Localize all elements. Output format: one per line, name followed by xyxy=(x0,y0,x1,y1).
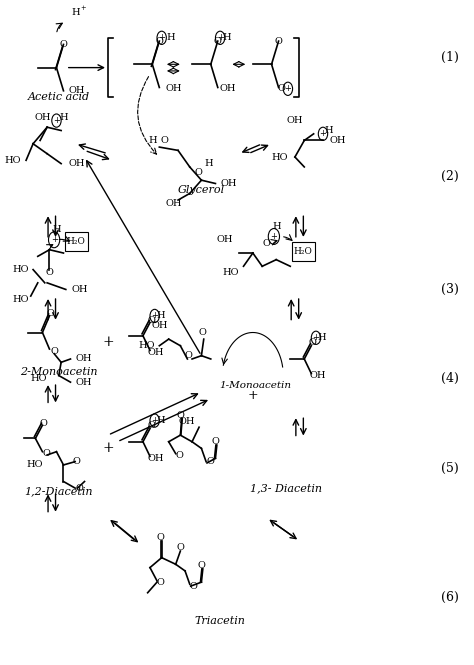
Text: +: + xyxy=(151,311,158,321)
Text: H: H xyxy=(52,225,61,234)
Text: O: O xyxy=(39,420,47,428)
Text: O: O xyxy=(76,483,84,493)
Text: +: + xyxy=(51,235,57,244)
Text: O: O xyxy=(155,37,163,46)
Text: 2-Monoacetin: 2-Monoacetin xyxy=(20,367,98,377)
Text: O: O xyxy=(147,316,155,325)
Text: OH: OH xyxy=(72,285,88,294)
FancyBboxPatch shape xyxy=(65,232,88,251)
Text: H: H xyxy=(204,159,213,168)
Text: +: + xyxy=(102,442,114,456)
Text: O: O xyxy=(263,239,271,247)
Text: H: H xyxy=(222,33,231,43)
Text: O: O xyxy=(175,450,183,460)
Text: (1): (1) xyxy=(441,51,458,65)
Text: (6): (6) xyxy=(441,591,458,604)
Text: HO: HO xyxy=(12,295,28,304)
Text: Triacetin: Triacetin xyxy=(195,616,246,626)
Text: H: H xyxy=(59,113,68,122)
Text: O: O xyxy=(184,351,192,360)
Text: +: + xyxy=(158,33,165,43)
Text: O: O xyxy=(176,411,184,420)
Text: H₂O: H₂O xyxy=(67,237,85,245)
Text: HO: HO xyxy=(5,156,21,165)
Text: +: + xyxy=(53,116,60,125)
Text: O: O xyxy=(195,168,202,177)
Text: O: O xyxy=(278,84,286,93)
Text: H$^+$: H$^+$ xyxy=(72,5,88,18)
Text: O: O xyxy=(47,309,55,319)
Text: O: O xyxy=(156,533,164,542)
Text: OH: OH xyxy=(75,378,91,386)
Text: OH: OH xyxy=(148,348,164,357)
Text: +: + xyxy=(151,416,158,425)
Text: +: + xyxy=(247,389,258,402)
Text: 1,2-Diacetin: 1,2-Diacetin xyxy=(25,486,93,497)
Text: O: O xyxy=(50,346,58,356)
Text: O: O xyxy=(176,543,184,552)
Text: O: O xyxy=(198,561,205,570)
Text: +: + xyxy=(271,232,277,241)
Text: H: H xyxy=(166,33,175,43)
Text: (2): (2) xyxy=(441,170,458,184)
Text: O: O xyxy=(72,457,80,466)
Text: O: O xyxy=(147,421,155,430)
Text: HO: HO xyxy=(31,374,47,383)
Text: OH: OH xyxy=(34,113,51,122)
Text: Glycerol: Glycerol xyxy=(178,185,225,195)
Text: O: O xyxy=(199,328,207,337)
Text: H: H xyxy=(156,416,165,425)
Text: O: O xyxy=(60,40,67,49)
Text: (3): (3) xyxy=(441,283,458,296)
Text: O: O xyxy=(207,457,215,466)
Text: (5): (5) xyxy=(441,462,458,475)
Text: OH: OH xyxy=(309,371,326,380)
Text: H₂O: H₂O xyxy=(293,247,312,255)
Text: O: O xyxy=(46,269,54,277)
Text: OH: OH xyxy=(287,116,303,125)
Text: +: + xyxy=(217,33,224,43)
Text: +: + xyxy=(102,335,114,349)
Text: (4): (4) xyxy=(441,372,458,385)
Text: H: H xyxy=(324,126,333,135)
Text: O: O xyxy=(42,448,50,458)
Text: O: O xyxy=(156,578,164,587)
Text: HO: HO xyxy=(27,460,44,469)
Text: O: O xyxy=(274,37,283,46)
Text: OH: OH xyxy=(330,136,346,145)
Text: OH: OH xyxy=(220,179,237,188)
Text: OH: OH xyxy=(148,454,164,463)
Text: OH: OH xyxy=(68,86,85,95)
Text: Acetic acid: Acetic acid xyxy=(28,92,90,102)
Text: H: H xyxy=(148,136,156,145)
Text: +: + xyxy=(284,84,292,93)
Text: O: O xyxy=(309,338,317,347)
Text: OH: OH xyxy=(178,418,195,426)
Text: OH: OH xyxy=(151,321,168,331)
Text: +: + xyxy=(319,129,327,138)
Text: OH: OH xyxy=(165,84,182,93)
Text: O: O xyxy=(214,37,222,46)
Text: OH: OH xyxy=(68,159,85,168)
Text: HO: HO xyxy=(222,269,239,277)
Text: 1,3- Diacetin: 1,3- Diacetin xyxy=(250,483,321,493)
Text: O: O xyxy=(189,582,197,591)
Text: HO: HO xyxy=(272,152,288,162)
Text: HO: HO xyxy=(138,341,155,350)
Text: OH: OH xyxy=(75,354,91,364)
FancyBboxPatch shape xyxy=(292,242,315,261)
Text: OH: OH xyxy=(219,84,236,93)
Text: H: H xyxy=(156,311,165,321)
Text: +: + xyxy=(312,333,319,342)
Text: H: H xyxy=(272,222,281,231)
Text: OH: OH xyxy=(217,235,233,244)
Text: OH: OH xyxy=(165,199,182,208)
Text: O: O xyxy=(211,438,219,446)
Text: O: O xyxy=(160,136,168,145)
Text: 1-Monoacetin: 1-Monoacetin xyxy=(219,381,291,390)
Text: H: H xyxy=(318,333,327,342)
Text: HO: HO xyxy=(12,265,28,274)
